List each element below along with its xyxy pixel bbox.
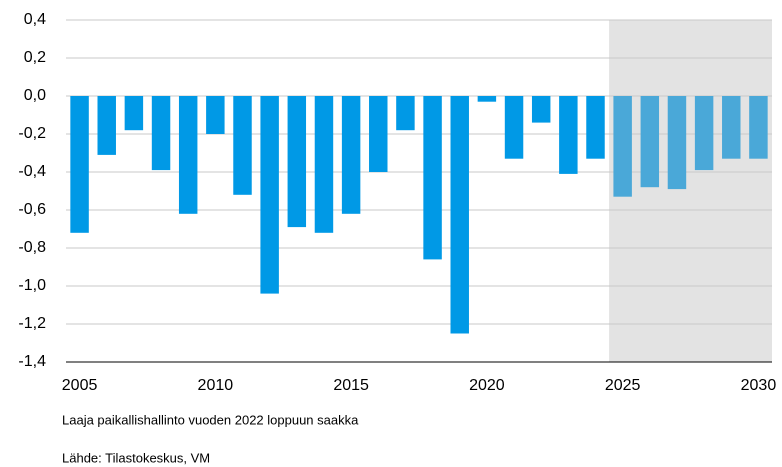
bar <box>749 96 768 159</box>
bar <box>341 96 361 214</box>
y-tick-label: -0,6 <box>18 201 46 218</box>
bar <box>694 96 714 171</box>
bar <box>531 96 551 123</box>
x-tick-label: 2020 <box>469 377 505 394</box>
y-tick-label: 0,4 <box>24 11 46 28</box>
source-note: Lähde: Tilastokeskus, VM <box>62 450 210 465</box>
bar <box>613 96 632 197</box>
forecast-shade <box>609 20 772 362</box>
y-tick-label: 0,2 <box>24 49 46 66</box>
bar <box>640 96 660 188</box>
bar <box>287 96 307 228</box>
x-tick-label: 2025 <box>605 377 641 394</box>
bar <box>206 96 225 134</box>
bar <box>450 96 469 334</box>
y-tick-label: -0,2 <box>18 125 46 142</box>
y-tick-label: -0,8 <box>18 239 46 256</box>
bar <box>722 96 741 159</box>
bar <box>314 96 334 233</box>
x-tick-label: 2010 <box>198 377 234 394</box>
y-tick-label: -1,4 <box>18 353 46 370</box>
bar <box>369 96 388 172</box>
bar <box>396 96 415 131</box>
bar <box>559 96 578 174</box>
bar <box>667 96 687 190</box>
bar <box>233 96 252 195</box>
bar <box>586 96 605 159</box>
bar <box>423 96 442 260</box>
bar <box>124 96 144 131</box>
x-tick-label: 2005 <box>62 377 98 394</box>
bar <box>477 96 497 102</box>
bar <box>151 96 171 171</box>
x-tick-label: 2015 <box>333 377 369 394</box>
bar <box>178 96 198 214</box>
footnote: Laaja paikallishallinto vuoden 2022 lopp… <box>62 412 359 427</box>
bar <box>70 96 89 233</box>
y-tick-label: -1,0 <box>18 277 46 294</box>
bar <box>97 96 116 155</box>
y-tick-label: -1,2 <box>18 315 46 332</box>
bar <box>504 96 524 159</box>
y-tick-label: 0,0 <box>24 87 46 104</box>
y-tick-label: -0,4 <box>18 163 46 180</box>
x-tick-label: 2030 <box>741 377 777 394</box>
bar <box>260 96 279 294</box>
